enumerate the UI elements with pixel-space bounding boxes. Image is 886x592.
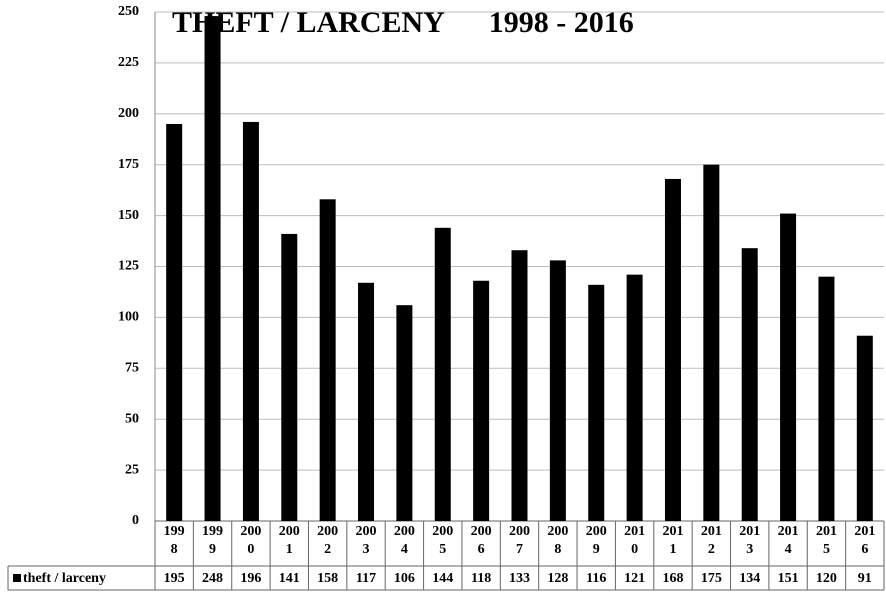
y-tick-label: 175 [118,157,139,172]
data-table-value: 106 [393,571,415,586]
data-table-value: 144 [432,571,454,586]
x-tick-label: 2016 [854,524,876,557]
legend-swatch [13,574,21,582]
bar [741,248,758,521]
y-tick-label: 200 [118,106,139,121]
x-tick-label: 2012 [700,524,722,557]
data-table-value: 141 [278,571,300,586]
data-table-value: 168 [662,571,684,586]
bar [242,121,259,521]
x-tick-label: 2001 [278,524,300,557]
x-tick-label: 2007 [509,524,530,557]
bar [664,178,681,521]
x-tick-label: 2014 [777,524,799,557]
y-tick-label: 75 [125,361,139,376]
data-table-value: 117 [355,571,377,586]
bar [281,233,298,521]
chart-title: THEFT / LARCENY 1998 - 2016 [172,6,634,39]
x-tick-label: 2005 [432,524,454,557]
data-table-value: 120 [815,571,837,586]
bar [511,250,528,521]
x-tick-label: 2002 [317,524,339,557]
bar [703,164,720,521]
bar [588,284,605,521]
y-tick-label: 50 [125,411,139,426]
x-tick-label: 2015 [815,524,837,557]
data-table-value: 134 [739,571,761,586]
y-tick-label: 25 [125,462,139,477]
data-table-value: 133 [508,571,530,586]
y-tick-label: 100 [118,310,139,325]
bar [358,282,375,521]
bar [818,276,835,521]
x-tick-label: 2011 [662,524,684,557]
y-tick-label: 150 [118,208,139,223]
data-table-value: 195 [163,571,185,586]
data-table-value: 151 [777,571,799,586]
x-tick-label: 2004 [393,524,415,557]
bar [396,305,413,521]
y-tick-label: 0 [132,513,139,528]
data-table-value: 116 [586,571,607,586]
x-tick-label: 2003 [355,524,377,557]
x-tick-label: 2009 [585,524,607,557]
data-table-value: 121 [624,571,646,586]
data-table-value: 128 [547,571,569,586]
y-tick-label: 125 [118,259,139,274]
bar [434,227,451,522]
x-tick-label: 2000 [240,524,262,557]
bar [204,16,221,522]
legend-label: theft / larceny [23,571,106,586]
data-table-value: 248 [202,571,224,586]
bar [319,199,336,521]
bar [166,123,183,521]
data-table-value: 175 [700,571,722,586]
bar [626,274,643,521]
x-tick-label: 2008 [547,524,569,557]
y-tick-label: 250 [118,4,139,19]
data-table-value: 91 [857,571,872,586]
data-table-value: 118 [471,571,492,586]
y-tick-label: 225 [118,55,139,70]
x-tick-label: 2010 [624,524,646,557]
data-table-value: 196 [240,571,262,586]
data-table-value: 158 [317,571,339,586]
bar [856,335,873,521]
bar [549,260,566,521]
x-tick-label: 1999 [202,524,224,557]
x-tick-label: 2013 [739,524,761,557]
bar [780,213,797,521]
x-tick-label: 1998 [163,524,185,557]
x-tick-label: 2006 [470,524,492,557]
bar [473,280,490,521]
